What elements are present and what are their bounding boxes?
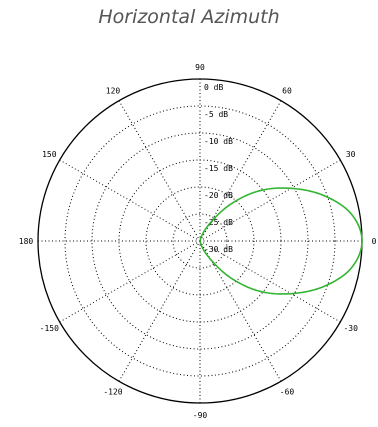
- radial-tick-label: -10 dB: [204, 137, 233, 146]
- grid-spoke: [59, 240, 201, 323]
- angle-tick-label: 60: [282, 86, 292, 95]
- angle-tick-label: -90: [193, 411, 208, 420]
- grid-ring: [172, 213, 228, 269]
- angle-tick-label: 180: [19, 237, 34, 246]
- grid-spoke: [118, 240, 201, 382]
- radial-tick-label: -15 dB: [204, 164, 233, 173]
- angle-tick-label: -150: [40, 324, 59, 333]
- angle-tick-label: -60: [280, 388, 295, 397]
- radial-tick-label: -30 dB: [204, 245, 233, 254]
- angle-tick-label: -120: [103, 388, 122, 397]
- grid-spoke: [59, 159, 201, 242]
- grid-ring: [145, 186, 255, 296]
- radial-tick-label: -25 dB: [204, 218, 233, 227]
- angle-tick-labels: 0 30 60 90 120 150 180 -150 -120 -90 -60 -30: [19, 63, 377, 420]
- radial-tick-label: 0 dB: [204, 83, 223, 92]
- pattern-series: [199, 187, 363, 295]
- angle-tick-label: 150: [42, 150, 57, 159]
- radial-tick-label: -5 dB: [204, 110, 228, 119]
- angle-tick-label: 30: [346, 150, 356, 159]
- pattern-line: [199, 187, 363, 295]
- grid-ring: [118, 159, 282, 323]
- angle-tick-label: -30: [343, 324, 358, 333]
- radial-tick-label: -20 dB: [204, 191, 233, 200]
- angle-tick-label: 90: [195, 63, 205, 72]
- polar-chart: 0 30 60 90 120 150 180 -150 -120 -90 -60 -30 0 dB -5…: [19, 63, 377, 420]
- chart-title: Horizontal Azimuth: [98, 6, 280, 28]
- grid-ring: [91, 132, 309, 350]
- grid-ring: [64, 105, 336, 377]
- grid-spoke: [199, 100, 282, 242]
- angle-tick-label: 0: [372, 237, 377, 246]
- radial-tick-labels: 0 dB -5 dB -10 dB -15 dB -20 dB -25 dB -30 dB: [204, 83, 233, 254]
- angle-tick-label: 120: [106, 86, 121, 95]
- grid-spoke: [118, 100, 201, 242]
